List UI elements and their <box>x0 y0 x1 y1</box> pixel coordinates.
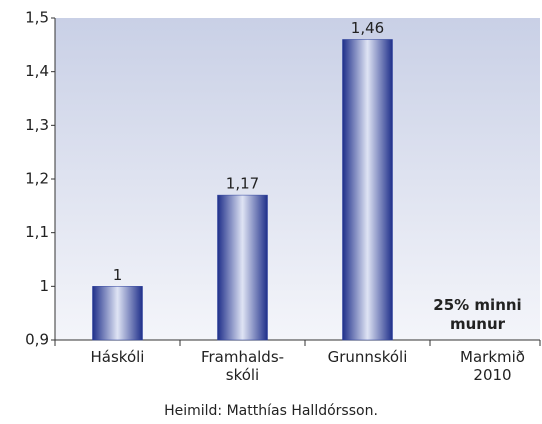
y-tick-label: 1 <box>39 277 49 295</box>
bar <box>217 194 268 341</box>
bar <box>342 39 393 341</box>
x-tick-label: Grunnskóli <box>327 348 408 366</box>
value-label: 1,46 <box>351 19 384 37</box>
y-tick-label: 1,1 <box>25 223 49 241</box>
x-tick-label: Markmið 2010 <box>460 348 525 384</box>
y-tick-label: 1,3 <box>25 116 49 134</box>
value-label: 1 <box>113 266 123 284</box>
y-tick-label: 1,2 <box>25 170 49 188</box>
y-tick-label: 1,5 <box>25 9 49 27</box>
value-label: 1,17 <box>226 175 259 193</box>
x-tick-label: Háskóli <box>90 348 145 366</box>
source: Heimild: Matthías Halldórsson. <box>164 403 378 419</box>
bar <box>92 286 143 341</box>
y-tick-label: 1,4 <box>25 62 49 80</box>
annotation: 25% minni munur <box>433 296 522 333</box>
y-tick-label: 0,9 <box>25 331 49 349</box>
x-tick-label: Framhalds- skóli <box>200 348 285 384</box>
